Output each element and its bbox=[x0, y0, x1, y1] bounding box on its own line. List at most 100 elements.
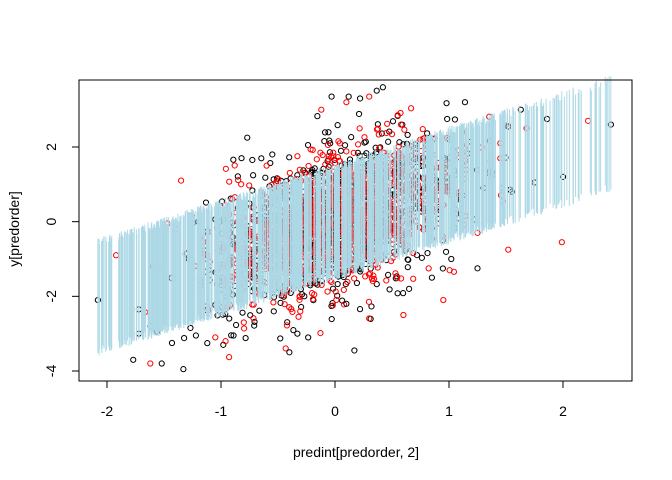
data-point bbox=[226, 354, 233, 361]
data-point bbox=[368, 275, 376, 282]
data-point bbox=[230, 156, 237, 163]
data-point bbox=[334, 280, 341, 288]
data-point bbox=[130, 356, 137, 363]
data-point bbox=[202, 199, 210, 206]
data-point bbox=[356, 125, 363, 132]
x-axis: -2 -1 0 1 2 bbox=[101, 380, 567, 419]
x-tick-label: -2 bbox=[101, 403, 114, 419]
y-axis-label: y[predorder] bbox=[6, 191, 22, 266]
data-point bbox=[373, 281, 380, 288]
data-point bbox=[348, 134, 355, 141]
data-point bbox=[192, 332, 200, 339]
data-point bbox=[388, 131, 396, 138]
data-point bbox=[313, 156, 320, 163]
data-point bbox=[385, 271, 392, 278]
data-point bbox=[386, 286, 393, 293]
data-point bbox=[406, 285, 413, 292]
data-point bbox=[375, 131, 382, 138]
data-point bbox=[397, 121, 405, 128]
data-point bbox=[394, 112, 401, 119]
data-point bbox=[370, 275, 378, 283]
data-point bbox=[343, 300, 350, 307]
data-point bbox=[187, 324, 194, 332]
data-point bbox=[311, 291, 318, 298]
data-point bbox=[247, 312, 254, 319]
x-tick-label: -1 bbox=[215, 403, 228, 419]
data-point bbox=[232, 321, 240, 329]
data-point bbox=[329, 299, 336, 307]
data-point bbox=[270, 299, 277, 306]
data-point bbox=[324, 141, 332, 149]
data-point bbox=[235, 176, 242, 184]
data-point bbox=[283, 322, 291, 329]
data-point bbox=[296, 296, 303, 303]
data-point bbox=[267, 159, 274, 167]
data-point bbox=[305, 334, 312, 341]
data-point bbox=[113, 252, 120, 259]
data-point bbox=[250, 172, 257, 179]
y-tick-label: -2 bbox=[43, 290, 59, 303]
data-point bbox=[328, 154, 335, 161]
data-point bbox=[558, 239, 565, 246]
data-point bbox=[231, 162, 238, 169]
data-point bbox=[286, 349, 293, 356]
data-point bbox=[392, 270, 399, 277]
data-point bbox=[505, 246, 512, 253]
data-point bbox=[242, 334, 249, 342]
data-point bbox=[238, 155, 245, 162]
data-point bbox=[333, 296, 340, 304]
data-point bbox=[444, 115, 451, 123]
data-point bbox=[327, 162, 334, 169]
data-point bbox=[273, 177, 280, 184]
data-point bbox=[286, 154, 293, 161]
data-point bbox=[226, 315, 233, 322]
data-point bbox=[181, 335, 188, 342]
data-point bbox=[262, 174, 269, 181]
data-point bbox=[222, 338, 229, 345]
data-point bbox=[325, 129, 332, 136]
data-point bbox=[178, 177, 185, 184]
data-point bbox=[286, 304, 293, 311]
data-point bbox=[180, 366, 187, 373]
y-tick-label: -4 bbox=[43, 365, 59, 378]
data-point bbox=[353, 279, 361, 287]
data-point bbox=[326, 137, 333, 144]
data-point bbox=[343, 148, 350, 155]
data-point bbox=[269, 151, 276, 158]
data-point bbox=[240, 319, 247, 326]
data-point bbox=[368, 303, 375, 310]
data-point bbox=[442, 248, 450, 255]
x-tick-label: 0 bbox=[331, 403, 339, 419]
data-point bbox=[241, 325, 248, 332]
data-point bbox=[378, 130, 385, 137]
data-point bbox=[362, 273, 369, 280]
data-point bbox=[334, 292, 341, 299]
data-point bbox=[294, 330, 301, 337]
data-point bbox=[222, 165, 229, 172]
data-point bbox=[361, 134, 368, 141]
data-point bbox=[305, 162, 312, 170]
data-point bbox=[396, 139, 403, 146]
prediction-band bbox=[97, 76, 612, 356]
data-point bbox=[404, 256, 411, 263]
data-point bbox=[366, 315, 373, 322]
data-point bbox=[244, 134, 251, 141]
data-point bbox=[336, 158, 343, 165]
data-point bbox=[314, 113, 321, 120]
data-point bbox=[212, 334, 219, 341]
data-point bbox=[410, 275, 417, 282]
data-point bbox=[307, 146, 314, 153]
data-point bbox=[318, 106, 325, 113]
data-point bbox=[383, 277, 390, 284]
data-point bbox=[425, 265, 432, 272]
data-point bbox=[451, 116, 459, 123]
data-point bbox=[461, 99, 469, 106]
data-point bbox=[404, 131, 411, 139]
data-point bbox=[256, 307, 263, 314]
data-point bbox=[356, 95, 364, 102]
x-axis-label: predint[predorder, 2] bbox=[293, 444, 419, 460]
data-point bbox=[296, 166, 303, 173]
data-point bbox=[335, 138, 342, 145]
data-point bbox=[219, 198, 226, 205]
